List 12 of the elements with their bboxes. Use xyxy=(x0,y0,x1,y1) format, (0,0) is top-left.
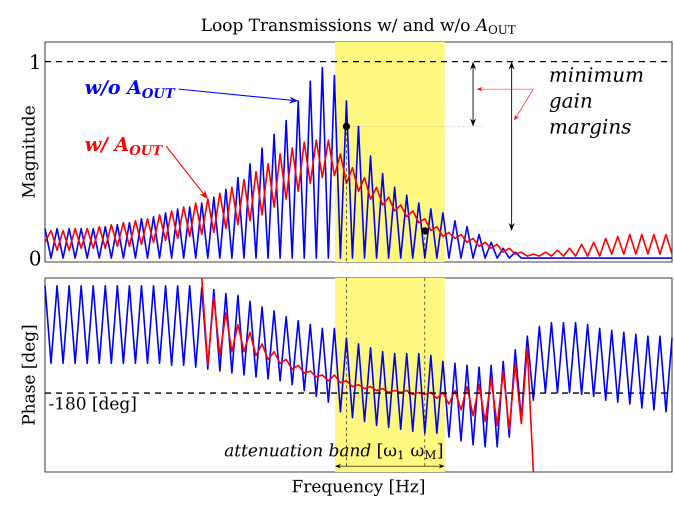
y-axis-title: Phase [deg] xyxy=(22,326,38,425)
text: w/o A$_{OUT}$ xyxy=(85,80,176,98)
line-series xyxy=(44,139,673,257)
x-axis-title: Frequency [Hz] xyxy=(292,479,424,496)
y-tick-label: 0 xyxy=(30,250,40,266)
text: w/ A$_{OUT}$ xyxy=(85,137,163,156)
annotation: attenuation band [ω$_{1}$ ω$_{M}$] xyxy=(224,443,442,460)
chart-title: Loop Transmissions w/ and w/o A$_{OUT}$ xyxy=(202,18,516,34)
y-tick-label: 1 xyxy=(31,54,39,70)
annotation: minimum gain margins xyxy=(550,67,643,138)
ref-line-label: -180 [deg] xyxy=(49,396,136,414)
y-axis-title: Magnitude xyxy=(22,106,38,198)
